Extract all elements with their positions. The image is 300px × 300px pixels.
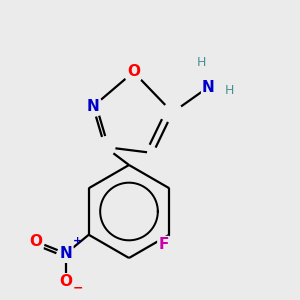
Text: F: F [158, 237, 169, 252]
Text: H: H [225, 83, 234, 97]
Text: H: H [196, 56, 206, 70]
Text: O: O [29, 234, 43, 249]
Text: N: N [202, 80, 215, 94]
Text: −: − [73, 281, 83, 295]
Text: +: + [74, 236, 82, 247]
Text: O: O [59, 274, 73, 290]
Text: O: O [127, 64, 140, 80]
Text: N: N [60, 246, 72, 261]
Text: N: N [87, 99, 99, 114]
